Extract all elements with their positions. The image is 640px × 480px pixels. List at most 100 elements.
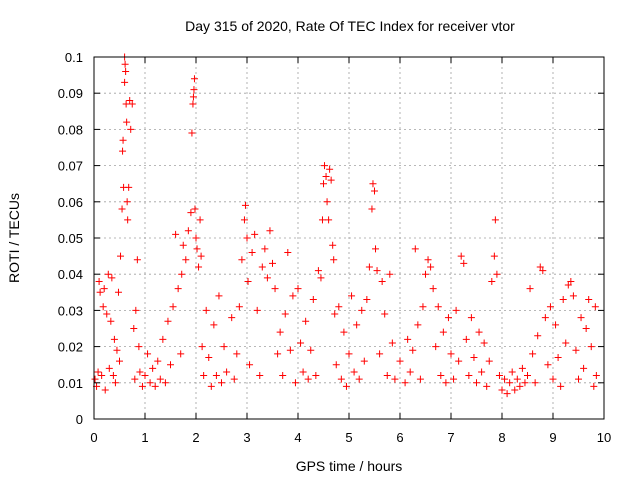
data-point [127,125,135,133]
data-point [329,241,337,249]
data-point [437,372,445,380]
data-point [91,375,99,383]
data-point [105,364,113,372]
data-point [592,372,600,380]
data-point [442,379,450,387]
data-point [116,357,123,365]
data-point [516,382,524,390]
data-point [195,263,203,271]
data-point [539,267,547,275]
data-point [197,252,205,260]
data-point [161,379,169,387]
data-point [427,263,435,271]
data-point [552,321,560,329]
data-point [572,346,580,354]
data-point [132,306,140,314]
grid [94,57,604,419]
y-tick-label: 0.09 [58,86,83,101]
data-point [325,216,333,224]
data-point [439,328,447,336]
data-point [422,270,429,278]
data-point [256,372,264,380]
data-point [220,343,228,351]
data-point [240,216,248,224]
data-point [355,375,363,383]
data-point [488,277,496,285]
data-point [317,274,325,282]
data-point [314,267,322,275]
data-point [320,180,327,188]
data-point [279,372,287,380]
data-point [126,96,134,104]
data-point [353,321,361,329]
data-point [218,379,225,387]
data-point [215,292,223,300]
data-point [368,205,376,213]
data-point [406,368,414,376]
data-point [498,386,506,394]
data-point [491,216,499,224]
x-tick-labels: 0 1 2 3 4 5 6 7 8 9 10 [90,430,611,445]
data-point [103,310,111,318]
data-point [342,382,350,390]
data-point [117,252,125,260]
data-point [244,277,252,285]
data-point [110,335,118,343]
data-point [401,379,409,387]
data-point [575,375,582,383]
data-point [246,361,254,369]
y-axis-label: ROTI / TECUs [6,193,22,283]
data-point [274,350,282,358]
data-point [332,361,340,369]
x-tick-label: 9 [549,430,556,445]
data-point [156,375,164,383]
data-point [582,325,590,332]
data-point [524,372,531,380]
data-point [409,346,417,354]
data-point [518,364,526,372]
data-point [541,314,549,322]
data-point [350,368,358,376]
data-point [326,165,334,173]
data-point [253,306,261,314]
data-point [470,353,478,361]
data-point [276,328,284,336]
y-tick-label: 0.05 [58,231,83,246]
data-point [381,310,389,318]
data-point [111,379,119,387]
data-point [151,382,159,390]
data-point [133,256,141,264]
data-point [98,372,106,380]
data-point [289,292,297,300]
data-point [546,303,554,311]
data-point [271,285,279,293]
x-tick-label: 6 [396,430,403,445]
data-point [376,350,384,358]
data-point [475,328,483,336]
data-point [447,350,455,358]
data-point [286,346,294,354]
data-point [159,335,167,343]
data-point [580,364,588,372]
data-point [460,259,468,267]
data-point [192,234,200,242]
data-point [144,350,152,358]
data-point [360,357,368,365]
y-tick-labels: 0 0.01 0.02 0.03 0.04 0.05 0.06 0.07 0.08 0.09 0.1 [58,50,83,427]
data-point [223,368,231,376]
data-point [501,375,509,383]
data-point [130,325,138,332]
data-point [444,314,452,322]
chart-title: Day 315 of 2020, Rate Of TEC Index for r… [185,18,515,34]
data-point [365,263,373,271]
data-point [396,357,404,365]
data-point [358,306,366,314]
data-point [149,364,157,372]
data-point [490,252,498,260]
x-tick-label: 3 [243,430,250,445]
x-tick-label: 8 [498,430,505,445]
y-tick-label: 0.04 [58,267,83,282]
data-point [340,328,348,336]
data-point [429,285,437,293]
data-point [198,343,206,351]
